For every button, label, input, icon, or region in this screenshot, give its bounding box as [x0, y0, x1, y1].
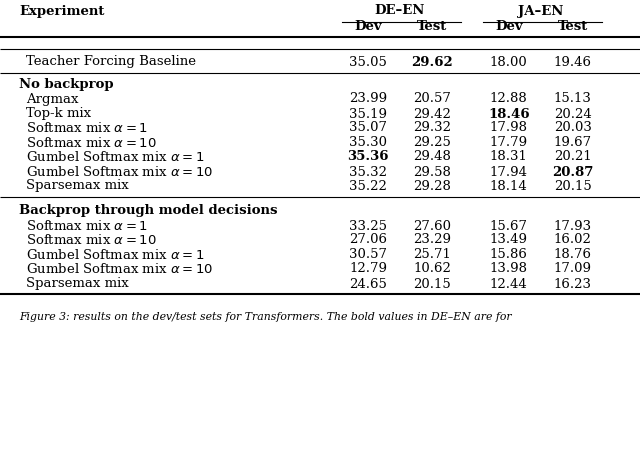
- Text: 20.57: 20.57: [413, 92, 451, 105]
- Text: 29.25: 29.25: [413, 136, 451, 149]
- Text: 35.05: 35.05: [349, 56, 387, 68]
- Text: Gumbel Softmax mix $\alpha = 1$: Gumbel Softmax mix $\alpha = 1$: [26, 247, 204, 262]
- Text: 27.06: 27.06: [349, 233, 387, 246]
- Text: Softmax mix $\alpha = 10$: Softmax mix $\alpha = 10$: [26, 233, 156, 246]
- Text: No backprop: No backprop: [19, 78, 114, 91]
- Text: Figure 3: results on the dev/test sets for Transformers. The bold values in DE–E: Figure 3: results on the dev/test sets f…: [19, 311, 512, 321]
- Text: Sparsemax mix: Sparsemax mix: [26, 179, 129, 192]
- Text: 35.07: 35.07: [349, 121, 387, 134]
- Text: Test: Test: [557, 21, 588, 34]
- Text: 23.99: 23.99: [349, 92, 387, 105]
- Text: Experiment: Experiment: [19, 5, 104, 17]
- Text: Sparsemax mix: Sparsemax mix: [26, 277, 129, 290]
- Text: 12.88: 12.88: [490, 92, 527, 105]
- Text: 15.86: 15.86: [490, 248, 528, 261]
- Text: 33.25: 33.25: [349, 219, 387, 232]
- Text: 15.67: 15.67: [490, 219, 528, 232]
- Text: 17.79: 17.79: [490, 136, 528, 149]
- Text: Softmax mix $\alpha = 1$: Softmax mix $\alpha = 1$: [26, 218, 148, 233]
- Text: Argmax: Argmax: [26, 92, 78, 105]
- Text: 23.29: 23.29: [413, 233, 451, 246]
- Text: 24.65: 24.65: [349, 277, 387, 290]
- Text: 35.22: 35.22: [349, 179, 387, 192]
- Text: 18.76: 18.76: [554, 248, 592, 261]
- Text: 35.32: 35.32: [349, 165, 387, 178]
- Text: 35.19: 35.19: [349, 107, 387, 120]
- Text: 20.15: 20.15: [554, 179, 591, 192]
- Text: JA–EN: JA–EN: [518, 5, 563, 17]
- Text: 13.98: 13.98: [490, 262, 528, 275]
- Text: 29.58: 29.58: [413, 165, 451, 178]
- Text: Dev: Dev: [354, 21, 382, 34]
- Text: 19.67: 19.67: [554, 136, 592, 149]
- Text: Backprop through model decisions: Backprop through model decisions: [19, 204, 278, 217]
- Text: 19.46: 19.46: [554, 56, 592, 68]
- Text: Gumbel Softmax mix $\alpha = 10$: Gumbel Softmax mix $\alpha = 10$: [26, 165, 213, 179]
- Text: 17.93: 17.93: [554, 219, 592, 232]
- Text: 18.14: 18.14: [490, 179, 527, 192]
- Text: Top-k mix: Top-k mix: [26, 107, 91, 120]
- Text: DE–EN: DE–EN: [375, 5, 425, 17]
- Text: 25.71: 25.71: [413, 248, 451, 261]
- Text: 29.32: 29.32: [413, 121, 451, 134]
- Text: 20.87: 20.87: [552, 165, 593, 178]
- Text: Gumbel Softmax mix $\alpha = 10$: Gumbel Softmax mix $\alpha = 10$: [26, 262, 213, 275]
- Text: 15.13: 15.13: [554, 92, 592, 105]
- Text: 17.09: 17.09: [554, 262, 592, 275]
- Text: Softmax mix $\alpha = 1$: Softmax mix $\alpha = 1$: [26, 121, 148, 134]
- Text: 35.36: 35.36: [348, 150, 388, 163]
- Text: 29.48: 29.48: [413, 150, 451, 163]
- Text: 20.03: 20.03: [554, 121, 592, 134]
- Text: Teacher Forcing Baseline: Teacher Forcing Baseline: [26, 56, 196, 68]
- Text: 20.21: 20.21: [554, 150, 591, 163]
- Text: Test: Test: [417, 21, 447, 34]
- Text: 27.60: 27.60: [413, 219, 451, 232]
- Text: 29.62: 29.62: [411, 56, 453, 68]
- Text: Softmax mix $\alpha = 10$: Softmax mix $\alpha = 10$: [26, 136, 156, 150]
- Text: 17.98: 17.98: [490, 121, 528, 134]
- Text: 35.30: 35.30: [349, 136, 387, 149]
- Text: 18.00: 18.00: [490, 56, 527, 68]
- Text: 29.42: 29.42: [413, 107, 451, 120]
- Text: 30.57: 30.57: [349, 248, 387, 261]
- Text: 12.79: 12.79: [349, 262, 387, 275]
- Text: 17.94: 17.94: [490, 165, 528, 178]
- Text: 18.46: 18.46: [488, 107, 530, 120]
- Text: Gumbel Softmax mix $\alpha = 1$: Gumbel Softmax mix $\alpha = 1$: [26, 150, 204, 164]
- Text: 16.02: 16.02: [554, 233, 592, 246]
- Text: 29.28: 29.28: [413, 179, 451, 192]
- Text: 12.44: 12.44: [490, 277, 527, 290]
- Text: 20.15: 20.15: [413, 277, 451, 290]
- Text: 18.31: 18.31: [490, 150, 528, 163]
- Text: 10.62: 10.62: [413, 262, 451, 275]
- Text: 16.23: 16.23: [554, 277, 592, 290]
- Text: Dev: Dev: [495, 21, 523, 34]
- Text: 20.24: 20.24: [554, 107, 591, 120]
- Text: 13.49: 13.49: [490, 233, 528, 246]
